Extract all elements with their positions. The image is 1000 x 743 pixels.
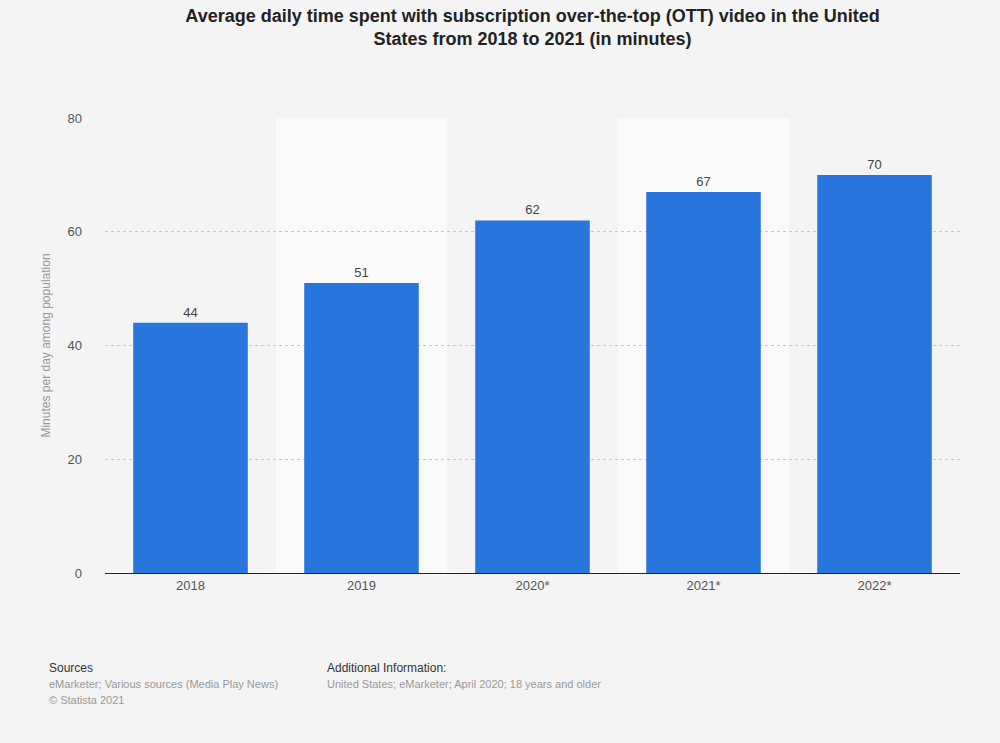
svg-text:70: 70 xyxy=(867,157,881,172)
svg-text:80: 80 xyxy=(68,111,82,126)
svg-text:0: 0 xyxy=(75,566,82,581)
svg-text:Average daily time spent with: Average daily time spent with subscripti… xyxy=(185,6,879,49)
svg-text:© Statista 2021: © Statista 2021 xyxy=(49,694,124,706)
svg-text:67: 67 xyxy=(696,174,710,189)
svg-text:60: 60 xyxy=(68,224,82,239)
svg-text:2022*: 2022* xyxy=(858,578,892,593)
svg-text:40: 40 xyxy=(68,338,82,353)
svg-text:44: 44 xyxy=(183,305,197,320)
svg-text:62: 62 xyxy=(525,202,539,217)
svg-text:Minutes per day among populati: Minutes per day among population xyxy=(39,253,53,437)
svg-text:eMarketer; Various sources (Me: eMarketer; Various sources (Media Play N… xyxy=(49,678,278,690)
svg-text:Additional Information:: Additional Information: xyxy=(327,661,446,675)
svg-text:Sources: Sources xyxy=(49,661,93,675)
svg-text:2019: 2019 xyxy=(347,578,376,593)
svg-text:United States; eMarketer; Apri: United States; eMarketer; April 2020; 18… xyxy=(327,678,601,690)
svg-text:2018: 2018 xyxy=(176,578,205,593)
svg-text:20: 20 xyxy=(68,452,82,467)
svg-text:51: 51 xyxy=(354,265,368,280)
svg-text:2020*: 2020* xyxy=(516,578,550,593)
svg-text:2021*: 2021* xyxy=(687,578,721,593)
